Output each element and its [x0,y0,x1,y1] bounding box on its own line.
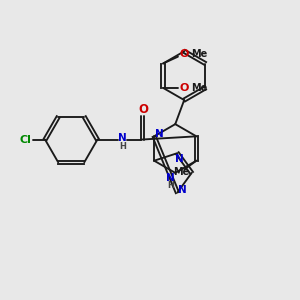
Text: N: N [154,129,163,139]
Text: H: H [167,181,174,190]
Text: N: N [166,173,175,183]
Text: Me: Me [191,49,207,59]
Text: O: O [179,49,188,59]
Text: N: N [175,154,184,164]
Text: O: O [139,103,148,116]
Text: Me: Me [173,167,189,177]
Text: Me: Me [191,83,207,93]
Text: N: N [118,134,127,143]
Text: H: H [119,142,126,151]
Text: O: O [179,83,188,93]
Text: N: N [178,185,187,195]
Text: Cl: Cl [20,135,32,145]
